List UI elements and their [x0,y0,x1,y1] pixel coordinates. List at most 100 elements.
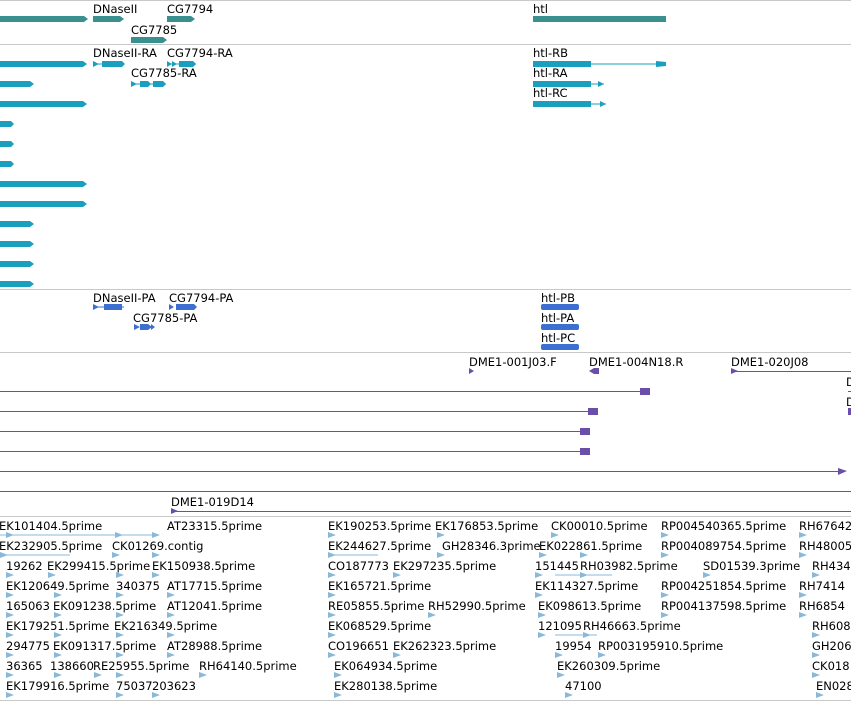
transcript-htl-ra[interactable] [533,81,604,87]
clone-read-5[interactable] [0,448,590,455]
est-feature[interactable] [535,572,543,578]
est-feature[interactable] [328,612,336,618]
est-feature[interactable] [167,632,175,638]
est-feature[interactable] [152,572,160,578]
transcript-left-10[interactable] [0,241,34,247]
transcript-left-3[interactable] [0,101,87,107]
clone-read-3[interactable] [0,408,598,415]
est-feature[interactable] [94,672,102,678]
est-feature[interactable] [661,612,669,618]
est-feature[interactable] [816,692,824,698]
transcript-htl-rb[interactable] [533,61,666,67]
transcript-dnaseii-ra[interactable] [93,61,125,67]
est-feature[interactable] [565,692,573,698]
est-feature[interactable] [703,572,711,578]
est-feature[interactable] [54,652,62,658]
est-feature[interactable] [6,652,14,658]
est-feature[interactable] [6,592,14,598]
gene-htl[interactable] [533,16,666,22]
gene-feature[interactable] [0,16,88,22]
gene-dnaseii[interactable] [93,16,124,22]
est-feature[interactable] [328,632,336,638]
est-feature[interactable] [539,552,547,558]
transcript-left-7[interactable] [0,181,87,187]
est-feature[interactable] [799,552,807,558]
clone-dme1-019d14[interactable] [171,508,851,514]
est-feature[interactable] [799,612,807,618]
est-feature[interactable] [557,672,565,678]
transcript-left-9[interactable] [0,221,34,227]
transcript-left-4[interactable] [0,121,14,127]
est-feature[interactable] [6,672,14,678]
est-feature[interactable] [152,552,160,558]
protein-dnaseii-pa[interactable] [93,304,124,310]
transcript-htl-rc[interactable] [533,101,606,107]
est-feature[interactable] [116,632,124,638]
est-feature[interactable] [661,592,669,598]
est-feature[interactable] [54,612,62,618]
est-feature[interactable] [6,692,14,698]
est-feature[interactable] [812,632,820,638]
est-feature[interactable] [328,592,336,598]
est-feature[interactable] [54,632,62,638]
est-feature[interactable] [116,672,124,678]
est-feature[interactable] [799,532,807,538]
clone-read-6[interactable] [0,468,847,475]
transcript-left-11[interactable] [0,261,34,267]
est-feature[interactable] [54,592,62,598]
est-feature[interactable] [328,652,336,658]
est-feature[interactable] [555,652,563,658]
est-feature[interactable] [393,572,401,578]
est-feature[interactable] [812,652,820,658]
est-feature[interactable] [661,532,669,538]
est-feature[interactable] [538,612,546,618]
clone-dme1-001j03[interactable] [469,368,474,374]
est-feature[interactable] [116,652,124,658]
clone-read-1[interactable] [0,388,650,395]
transcript-left-6[interactable] [0,161,14,167]
est-feature[interactable] [6,632,14,638]
est-feature[interactable] [812,572,820,578]
protein-cg7785-pa[interactable] [134,324,155,330]
est-feature[interactable] [334,692,342,698]
est-feature[interactable] [54,672,62,678]
transcript-cg7785-ra[interactable] [131,81,166,87]
transcript-left-5[interactable] [0,141,14,147]
clone-read-4[interactable] [0,428,590,435]
est-feature[interactable] [551,532,559,538]
transcript-left-1[interactable] [0,61,87,67]
est-feature[interactable] [334,672,342,678]
est-feature[interactable] [661,552,669,558]
clone-dme1-004n18[interactable] [589,368,599,374]
transcript-left-2[interactable] [0,81,34,87]
est-feature[interactable] [167,652,175,658]
est-feature[interactable] [6,612,14,618]
est-feature[interactable] [437,532,445,538]
est-feature[interactable] [116,572,124,578]
transcript-left-12[interactable] [0,281,34,287]
est-feature[interactable] [598,652,606,658]
protein-htl-pc[interactable] [541,344,579,350]
est-feature[interactable] [167,612,175,618]
est-feature[interactable] [437,552,445,558]
est-feature[interactable] [116,612,124,618]
est-feature[interactable] [152,692,160,698]
est-feature[interactable] [48,572,56,578]
est-feature[interactable] [199,672,207,678]
est-feature[interactable] [167,592,175,598]
protein-htl-pa[interactable] [541,324,579,330]
est-feature[interactable] [538,632,546,638]
clone-dme1-020j08[interactable] [731,368,851,374]
est-feature[interactable] [428,612,436,618]
est-feature[interactable] [393,652,401,658]
est-feature[interactable] [580,552,588,558]
est-feature[interactable] [328,572,336,578]
transcript-left-8[interactable] [0,201,87,207]
est-feature[interactable] [328,532,336,538]
est-feature[interactable] [812,672,820,678]
est-feature[interactable] [152,532,160,538]
est-feature[interactable] [535,592,543,598]
est-feature[interactable] [116,592,124,598]
est-feature[interactable] [116,692,124,698]
est-feature[interactable] [112,552,120,558]
